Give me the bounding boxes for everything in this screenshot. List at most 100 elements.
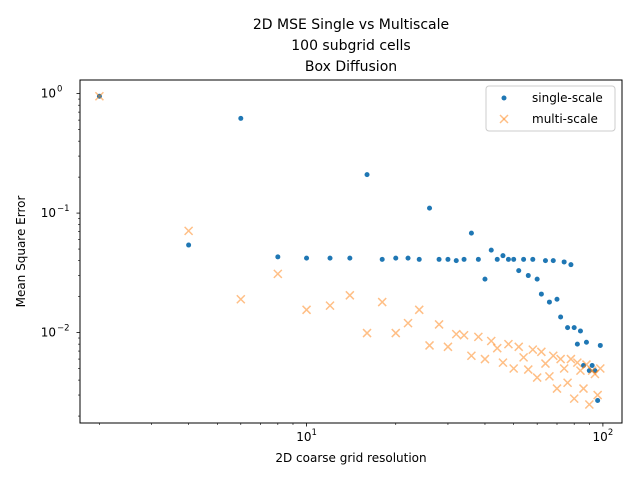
x-tick-exponent: 1: [311, 428, 316, 438]
multi-scale-point: [236, 294, 246, 304]
multi-scale-point: [273, 269, 283, 279]
y-axis-label: Mean Square Error: [14, 196, 28, 308]
multi-scale-point: [466, 351, 476, 361]
multi-scale-point: [94, 91, 104, 101]
plot-frame: [79, 79, 623, 424]
y-tick-exponent: −2: [57, 324, 70, 334]
single-scale-point: [238, 115, 244, 121]
multi-scale-point: [595, 363, 605, 374]
multi-scale-point: [414, 305, 424, 315]
legend-single-scale-marker: [501, 95, 507, 101]
single-scale-point: [583, 339, 589, 345]
single-scale-point: [568, 262, 574, 268]
single-scale-point: [327, 255, 333, 261]
multi-scale-point: [569, 394, 579, 404]
single-scale-point: [538, 291, 544, 297]
single-scale-point: [275, 254, 281, 260]
multi-scale-point: [403, 318, 413, 328]
multi-scale-point: [434, 319, 444, 329]
single-scale-point: [475, 256, 481, 262]
multi-scale-point: [503, 339, 513, 349]
single-scale-point: [571, 325, 577, 331]
single-scale-point: [516, 268, 522, 274]
multi-scale-point: [572, 358, 582, 368]
multi-scale-point: [391, 328, 401, 338]
chart-title-line-1: 2D MSE Single vs Multiscale: [253, 17, 449, 33]
single-scale-point: [595, 397, 601, 403]
single-scale-point: [577, 328, 583, 334]
y-tick-label: 10: [41, 87, 56, 101]
legend-box: [485, 85, 616, 132]
single-scale-point: [589, 363, 595, 369]
single-scale-point: [461, 256, 467, 262]
multi-scale-point: [424, 340, 435, 350]
single-scale-point: [511, 256, 517, 262]
multi-scale-point: [563, 378, 573, 388]
multi-scale-point: [544, 371, 554, 381]
single-scale-point: [530, 256, 536, 262]
single-scale-point: [494, 256, 500, 262]
single-scale-point: [379, 256, 385, 262]
multi-scale-point: [519, 352, 529, 362]
series-single-scale: [96, 93, 603, 403]
single-scale-point: [304, 255, 310, 261]
multi-scale-point: [528, 345, 538, 355]
single-scale-point: [186, 242, 192, 248]
legend: single-scale multi-scale: [485, 85, 616, 132]
chart-title-line-2: 100 subgrid cells: [291, 38, 410, 54]
single-scale-point: [500, 253, 506, 259]
single-scale-point: [436, 256, 442, 262]
single-scale-point: [542, 258, 548, 264]
single-scale-point: [574, 341, 580, 347]
multi-scale-point: [593, 390, 603, 400]
y-tick-exponent: −1: [57, 204, 70, 214]
single-scale-point: [521, 256, 527, 262]
multi-scale-point: [540, 359, 550, 369]
multi-scale-point: [473, 332, 483, 342]
multi-scale-point: [498, 358, 508, 368]
y-tick-label: 10: [41, 326, 56, 340]
single-scale-point: [554, 296, 560, 302]
legend-multi-scale-marker: [499, 114, 509, 124]
single-scale-point: [364, 172, 370, 178]
single-scale-point: [347, 255, 353, 261]
single-scale-point: [445, 256, 451, 262]
multi-scale-point: [184, 226, 194, 236]
multi-scale-point: [578, 384, 589, 394]
multi-scale-point: [345, 290, 355, 300]
chart-title-line-3: Box Diffusion: [305, 59, 397, 75]
multi-scale-point: [584, 399, 594, 410]
multi-scale-point: [552, 384, 562, 394]
multi-scale-point: [451, 329, 461, 339]
single-scale-point: [565, 325, 571, 331]
multi-scale-point: [377, 297, 387, 307]
multi-scale-point: [486, 336, 496, 346]
multi-scale-point: [566, 354, 576, 364]
single-scale-point: [550, 258, 556, 264]
single-scale-point: [468, 230, 474, 236]
multi-scale-point: [523, 365, 533, 375]
series-multi-scale: [94, 91, 605, 410]
multi-scale-point: [443, 342, 453, 352]
multi-scale-point: [480, 354, 490, 364]
single-scale-point: [534, 276, 540, 282]
legend-multi-scale-label: multi-scale: [532, 112, 598, 126]
x-tick-exponent: 2: [608, 428, 613, 438]
single-scale-point: [558, 314, 564, 320]
single-scale-point: [546, 299, 552, 305]
single-scale-point: [453, 258, 459, 264]
multi-scale-point: [459, 330, 469, 340]
single-scale-point: [525, 273, 531, 279]
multi-scale-point: [362, 328, 372, 338]
multi-scale-point: [492, 343, 502, 353]
multi-scale-point: [556, 354, 566, 364]
multi-scale-point: [548, 351, 558, 361]
single-scale-point: [393, 255, 399, 261]
single-scale-point: [561, 259, 567, 265]
y-tick-exponent: 0: [57, 85, 62, 95]
y-tick-label: 10: [41, 206, 56, 220]
multi-scale-point: [559, 363, 569, 374]
multi-scale-point: [509, 363, 519, 374]
single-scale-point: [427, 205, 433, 211]
